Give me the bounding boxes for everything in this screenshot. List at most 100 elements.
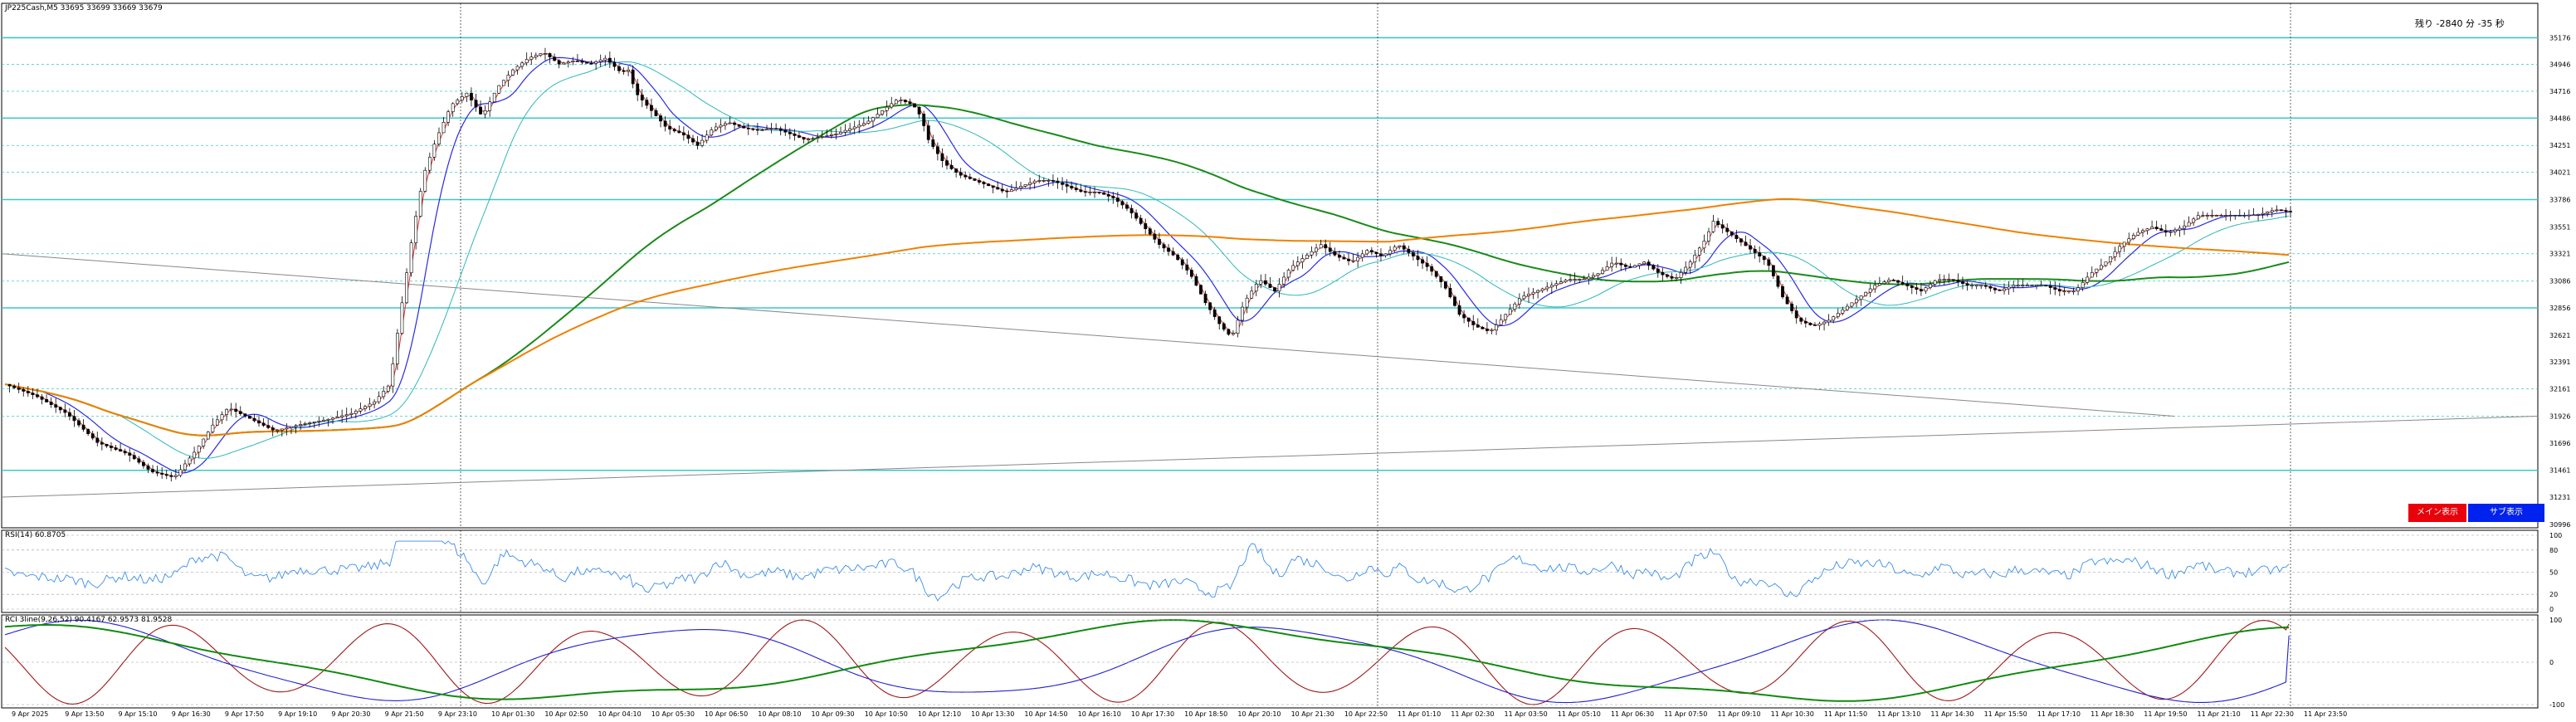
candle-body	[1933, 280, 1937, 285]
candle-body	[1037, 180, 1042, 182]
candle-body	[1910, 285, 1914, 288]
x-tick-label: 10 Apr 10:50	[865, 710, 908, 718]
candle-body	[1295, 261, 1300, 266]
candle-body	[589, 63, 593, 65]
candle-body	[650, 105, 653, 111]
candle-body	[534, 55, 538, 58]
candle-body	[1924, 287, 1928, 292]
x-tick-label: 11 Apr 11:50	[1824, 710, 1867, 718]
candle-body	[1032, 180, 1037, 183]
candle-body	[1707, 231, 1710, 241]
candle-body	[326, 418, 330, 421]
candle-body	[321, 419, 325, 422]
candle-body	[1688, 261, 1692, 268]
candle-body	[1259, 280, 1263, 285]
candle-body	[1841, 309, 1845, 314]
candle-body	[926, 125, 930, 140]
candle-body	[1730, 231, 1734, 236]
moving-average-300	[4, 104, 2290, 437]
candle-body	[1430, 266, 1434, 272]
candle-body	[1466, 317, 1471, 322]
candle-body	[427, 157, 432, 171]
candle-body	[825, 135, 829, 137]
candle-body	[344, 414, 349, 417]
candle-body	[839, 131, 842, 134]
candle-body	[1656, 268, 1660, 273]
candle-body	[640, 95, 644, 100]
rci-line-52	[4, 619, 2290, 702]
candle-body	[1009, 189, 1013, 193]
candle-body	[216, 419, 219, 426]
x-tick-label: 11 Apr 22:30	[2251, 710, 2294, 718]
candle-body	[2205, 215, 2209, 217]
x-tick-label: 11 Apr 05:10	[1558, 710, 1601, 718]
rsi-label: RSI(14) 60.8705	[5, 531, 66, 539]
candle-body	[1421, 259, 1424, 264]
candle-body	[1564, 280, 1568, 282]
candle-body	[793, 134, 797, 136]
candle-body	[2174, 229, 2177, 232]
candle-body	[539, 53, 543, 56]
candle-body	[1000, 188, 1004, 192]
y-tick-label: 32391	[2549, 359, 2570, 366]
candle-body	[1614, 262, 1618, 265]
x-tick-label: 9 Apr 16:30	[172, 710, 211, 718]
candle-body	[1056, 180, 1060, 183]
candle-body	[1536, 290, 1540, 293]
candle-body	[1448, 287, 1452, 298]
candle-body	[544, 53, 547, 55]
rsi-level-label: 0	[2549, 606, 2554, 613]
sub-display-button[interactable]: サブ表示	[2468, 504, 2544, 522]
candle-body	[1176, 254, 1180, 261]
candle-body	[899, 100, 903, 101]
candle-body	[1324, 244, 1328, 249]
candle-body	[714, 126, 718, 130]
x-tick-label: 11 Apr 07:50	[1664, 710, 1707, 718]
candle-body	[1144, 223, 1148, 230]
candle-body	[871, 117, 875, 122]
candle-body	[368, 403, 372, 407]
candle-body	[2228, 215, 2232, 217]
candle-body	[1457, 305, 1461, 315]
candle-body	[2215, 215, 2218, 217]
x-tick-label: 11 Apr 09:10	[1717, 710, 1760, 718]
candle-body	[1379, 253, 1383, 256]
candle-body	[446, 111, 451, 123]
candle-body	[1462, 314, 1466, 319]
candle-body	[488, 101, 492, 111]
candle-body	[1453, 296, 1456, 306]
main-display-button[interactable]: メイン表示	[2408, 504, 2466, 522]
candle-body	[788, 131, 792, 134]
candle-body	[26, 391, 30, 393]
candle-body	[1596, 273, 1600, 276]
candle-body	[931, 139, 935, 148]
candle-body	[1517, 298, 1521, 305]
countdown-label: 残り -2840 分 -35 秒	[2415, 17, 2505, 29]
candle-body	[968, 176, 972, 179]
candle-body	[142, 461, 145, 466]
candle-body	[1263, 280, 1267, 285]
x-tick-label: 11 Apr 13:10	[1877, 710, 1920, 718]
candle-body	[2044, 285, 2048, 287]
candle-body	[1425, 262, 1429, 267]
candle-body	[1974, 285, 1978, 287]
x-tick-label: 10 Apr 02:50	[544, 710, 588, 718]
candle-body	[1508, 309, 1512, 315]
candle-body	[501, 80, 505, 86]
candle-body	[746, 128, 750, 129]
candle-body	[2252, 214, 2256, 217]
candle-body	[1504, 314, 1508, 320]
candle-body	[987, 183, 990, 187]
candle-body	[451, 103, 455, 112]
candle-body	[973, 178, 977, 181]
candle-body	[95, 437, 100, 443]
candle-body	[1412, 252, 1415, 256]
candle-body	[1545, 286, 1549, 290]
x-tick-label: 11 Apr 06:30	[1611, 710, 1654, 718]
candle-body	[1203, 293, 1208, 304]
candle-body	[1014, 188, 1018, 191]
candle-body	[959, 172, 963, 176]
candle-body	[1947, 279, 1951, 281]
x-tick-label: 11 Apr 21:10	[2198, 710, 2241, 718]
